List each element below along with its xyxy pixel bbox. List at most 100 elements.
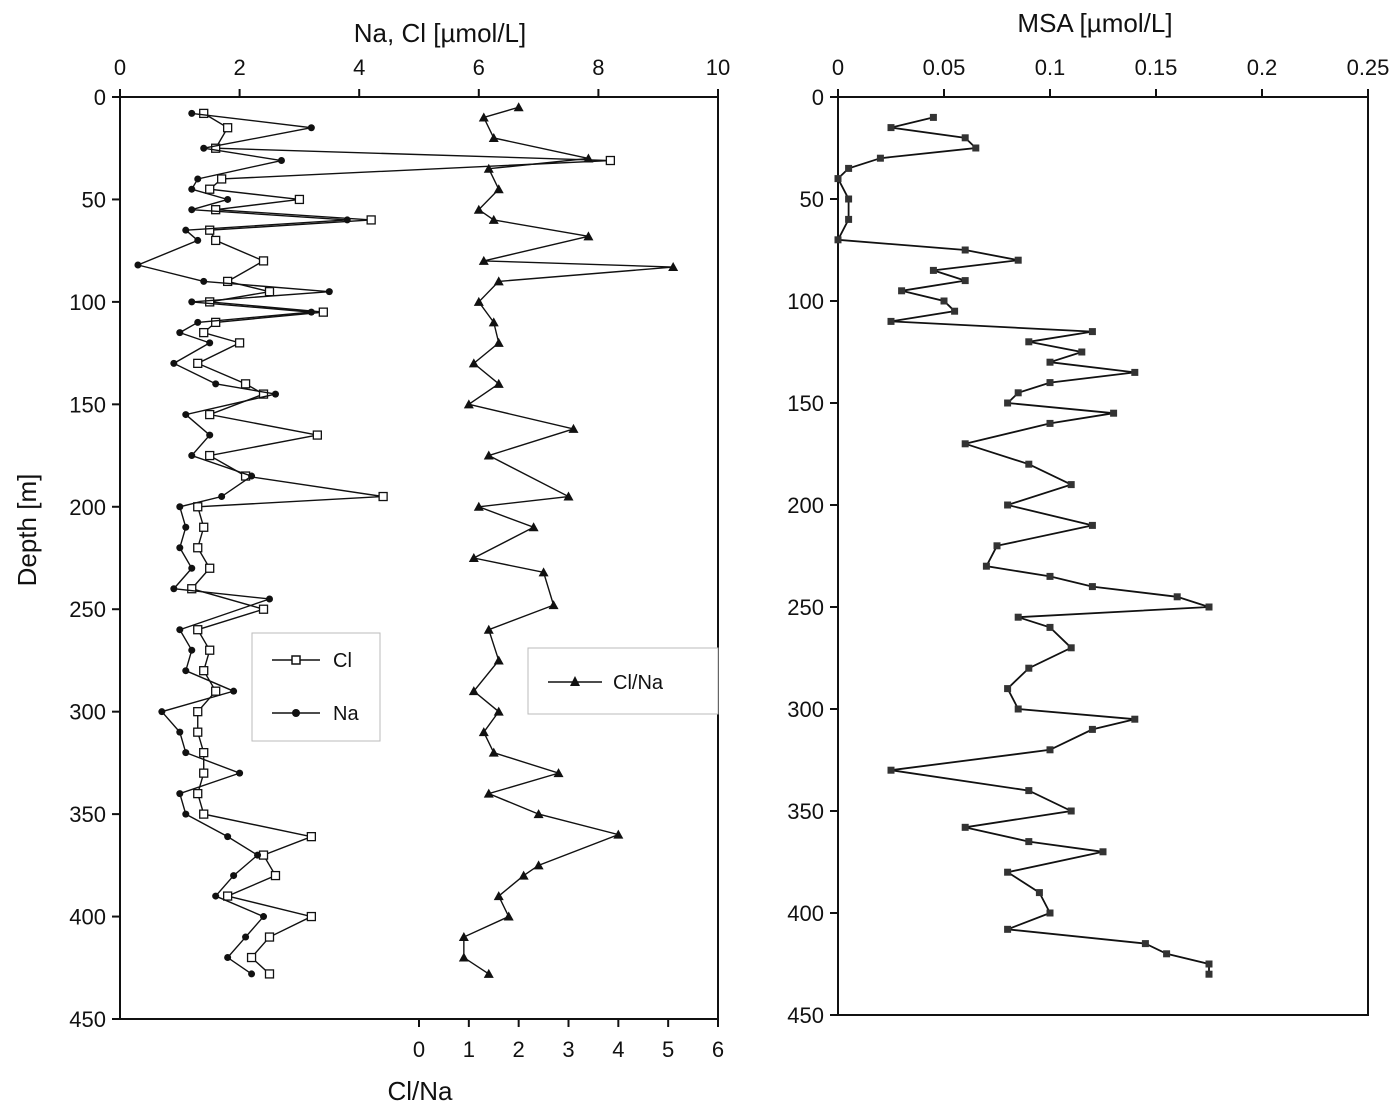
data-point-cl-na — [503, 911, 514, 921]
data-point-na — [277, 157, 285, 165]
left-top-axis-label: Na, Cl [µmol/L] — [354, 18, 526, 48]
data-point-cl — [605, 155, 616, 166]
left-y-tick-label: 450 — [69, 1007, 106, 1032]
data-point-na — [325, 288, 333, 296]
data-point-msa — [1046, 419, 1054, 427]
right-y-tick-label: 250 — [787, 595, 824, 620]
data-point-na — [224, 954, 232, 962]
data-point-msa — [1163, 950, 1171, 958]
right-y-axis: 0 50 100 150 200 250 300 350 400 450 — [787, 85, 838, 1028]
data-point-cl-na — [493, 276, 504, 286]
data-point-cl — [258, 256, 269, 266]
data-point-msa — [929, 266, 937, 274]
data-point-na — [188, 206, 196, 214]
data-point-cl — [246, 952, 257, 963]
data-point-cl-na — [613, 829, 624, 839]
data-point-na — [170, 585, 178, 593]
data-point-na — [271, 390, 279, 398]
data-point-cl-na — [493, 378, 504, 388]
data-point-na — [182, 226, 190, 234]
data-point-msa — [1025, 460, 1033, 468]
data-point-cl-na — [488, 747, 499, 757]
right-top-tick-label: 0 — [832, 55, 844, 80]
data-point-msa — [887, 124, 895, 132]
data-point-na — [182, 749, 190, 757]
data-point-cl-na — [568, 423, 579, 433]
data-point-msa — [845, 195, 853, 203]
data-point-msa — [972, 144, 980, 152]
data-point-msa — [1025, 838, 1033, 846]
data-point-cl — [193, 358, 203, 369]
right-top-tick-label: 0.15 — [1135, 55, 1178, 80]
data-point-msa — [993, 542, 1001, 550]
series-line-cl — [190, 112, 611, 975]
data-point-cl — [199, 809, 209, 819]
data-point-na — [307, 124, 315, 132]
data-point-na — [176, 544, 184, 552]
data-point-cl — [193, 707, 203, 717]
data-point-cl-na — [548, 600, 559, 610]
data-point-cl — [366, 215, 376, 225]
data-point-cl — [306, 831, 317, 842]
data-point-cl — [264, 286, 275, 297]
data-point-msa — [1088, 725, 1096, 733]
data-point-na — [212, 892, 220, 900]
data-point-msa — [1067, 481, 1075, 489]
right-top-axis-label: MSA [µmol/L] — [1017, 8, 1172, 38]
data-point-cl — [211, 317, 221, 328]
data-point-na — [248, 472, 256, 480]
data-point-cl — [205, 645, 215, 655]
series-line-na — [135, 112, 348, 975]
data-point-na — [182, 523, 190, 531]
data-point-cl-na — [483, 968, 494, 978]
data-point-msa — [1141, 940, 1149, 948]
left-bottom-tick-label: 0 — [413, 1037, 425, 1062]
left-y-tick-label: 50 — [82, 187, 106, 212]
right-y-tick-label: 100 — [787, 289, 824, 314]
y-axis-label: Depth [m] — [12, 474, 42, 587]
data-point-msa — [1025, 338, 1033, 346]
data-point-cl — [258, 389, 269, 399]
data-point-na — [248, 970, 256, 978]
data-point-cl-na — [493, 337, 504, 347]
data-point-na — [170, 359, 178, 367]
right-top-axis: 0 0.05 0.1 0.15 0.2 0.25 — [832, 55, 1389, 97]
right-y-tick-label: 450 — [787, 1003, 824, 1028]
data-point-msa — [845, 215, 853, 223]
data-point-cl-na — [478, 727, 489, 737]
data-point-cl — [264, 969, 275, 979]
data-point-na — [242, 933, 250, 941]
data-point-msa — [1046, 909, 1054, 917]
data-point-cl — [205, 409, 215, 420]
data-point-msa — [876, 154, 884, 162]
data-point-msa — [1004, 501, 1012, 509]
data-point-na — [182, 667, 190, 675]
data-point-cl-na — [553, 768, 564, 778]
left-bottom-tick-label: 5 — [662, 1037, 674, 1062]
legend-cl-na: Cl Na — [251, 632, 381, 742]
data-point-msa — [929, 113, 937, 121]
legend-cl-label: Cl — [333, 650, 352, 672]
data-point-na — [176, 626, 184, 634]
data-point-cl-na — [493, 706, 504, 716]
data-point-msa — [961, 823, 969, 831]
data-point-na — [343, 216, 351, 224]
data-point-msa — [1004, 685, 1012, 693]
left-bottom-axis-label: Cl/Na — [387, 1076, 453, 1106]
left-y-tick-label: 150 — [69, 392, 106, 417]
data-point-cl — [234, 338, 245, 348]
data-point-cl — [222, 123, 233, 133]
data-point-msa — [834, 175, 842, 183]
data-point-na — [188, 646, 196, 654]
data-point-cl — [193, 543, 203, 553]
data-point-cl — [187, 584, 197, 594]
data-point-na — [307, 308, 315, 316]
data-point-na — [266, 595, 273, 603]
data-point-cl — [240, 379, 251, 389]
data-point-cl — [199, 327, 209, 338]
data-point-na — [200, 144, 208, 152]
left-y-tick-label: 300 — [69, 700, 106, 725]
data-point-na — [176, 329, 184, 337]
legend-na-marker — [292, 709, 300, 717]
